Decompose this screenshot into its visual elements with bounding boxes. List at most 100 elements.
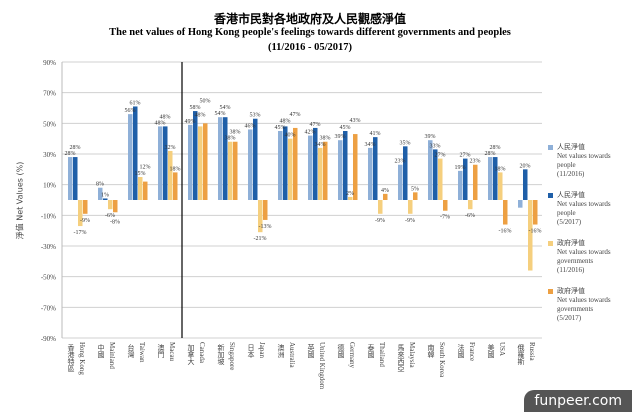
data-label: -9% (375, 218, 385, 224)
bar (193, 111, 198, 200)
bar (413, 192, 418, 200)
bar (348, 196, 353, 200)
bar (373, 137, 378, 200)
legend-name: Net values towards people (557, 200, 611, 217)
data-label: 49% (185, 119, 196, 125)
x-tick-label-en: Macau (168, 342, 176, 362)
bar (278, 131, 283, 200)
legend-item: 政府淨值 Net values towards governments (5/201… (548, 287, 627, 323)
x-tick-label-zh: 泰國 (367, 343, 375, 359)
data-label: 15% (135, 171, 146, 177)
data-label: -9% (80, 218, 90, 224)
y-tick-label: 50% (43, 120, 56, 128)
x-tick-label-zh: 英國 (307, 343, 315, 359)
data-label: -6% (105, 213, 115, 219)
data-label: 38% (320, 136, 331, 142)
bar (138, 177, 143, 200)
bar (253, 118, 258, 200)
y-tick-label: -10% (41, 212, 56, 220)
bar (218, 117, 223, 200)
bar (78, 200, 83, 227)
data-label: 54% (215, 111, 226, 117)
data-label: 23% (470, 159, 481, 165)
bar (168, 150, 173, 200)
bar (188, 124, 193, 200)
x-tick-label-en: United Kingdom (318, 342, 326, 390)
data-label: 40% (285, 133, 296, 139)
x-tick-label-en: Malaysia (408, 342, 416, 369)
legend-period: (5/2017) (557, 314, 582, 322)
bar (103, 198, 108, 200)
data-label: 27% (435, 153, 446, 159)
data-label: 23% (395, 159, 406, 165)
bar (68, 157, 73, 200)
bar (83, 200, 88, 214)
watermark: funpeer.com (524, 390, 632, 412)
y-tick-label: 10% (43, 182, 56, 190)
data-label: -16% (499, 229, 512, 235)
data-label: 28% (65, 151, 76, 157)
x-tick-label-en: Thailand (378, 342, 386, 367)
bar (503, 200, 508, 225)
y-tick-label: 70% (43, 90, 56, 98)
data-label: 47% (290, 112, 301, 118)
legend-name: Net values towards governments (557, 296, 611, 313)
data-label: 34% (365, 142, 376, 148)
x-tick-label-zh: 馬來西亞 (397, 344, 405, 372)
bar (398, 164, 403, 200)
data-label: -8% (110, 219, 120, 225)
legend-period: (11/2016) (557, 266, 585, 274)
data-label: -17% (74, 230, 87, 236)
x-tick-label-en: Canada (198, 342, 206, 364)
data-label: 35% (400, 140, 411, 146)
data-label: -6% (465, 213, 475, 219)
bar (143, 181, 148, 200)
data-label: 38% (225, 136, 236, 142)
bar (498, 172, 503, 200)
bar (283, 126, 288, 200)
bar (198, 126, 203, 200)
x-tick-label-zh: 台灣 (127, 343, 135, 359)
bar (528, 200, 533, 271)
bar (428, 140, 433, 200)
bar (533, 200, 538, 225)
x-tick-label-zh: 中國 (97, 343, 105, 359)
x-tick-label-en: Germany (348, 342, 356, 369)
data-label: 27% (460, 153, 471, 159)
chart-subtitle: (11/2016 - 05/2017) (268, 42, 352, 53)
x-tick-label-en: Hong Kong (78, 342, 86, 375)
data-label: 48% (280, 118, 291, 124)
data-label: 4% (381, 188, 389, 194)
y-tick-label: -90% (41, 335, 56, 343)
bar (378, 200, 383, 214)
data-label: 32% (165, 145, 176, 151)
data-label: 38% (230, 130, 241, 136)
bar (203, 123, 208, 200)
x-tick-label-zh: 澳門 (157, 343, 165, 359)
x-tick-label-en: Australia (288, 342, 296, 369)
bar (343, 131, 348, 200)
x-tick-label-en: USA (498, 342, 506, 356)
y-tick-label: -30% (41, 243, 56, 251)
bar (523, 169, 528, 200)
x-tick-label-en: Russia (528, 342, 536, 362)
data-label: -16% (529, 229, 542, 235)
bar (313, 127, 318, 200)
legend-name-zh: 人民淨值 (557, 191, 585, 199)
x-tick-label-en: Japan (258, 342, 266, 358)
legend-name-zh: 政府淨值 (557, 287, 585, 295)
bar (463, 158, 468, 200)
bar (173, 172, 178, 200)
x-tick-label-en: Singapore (228, 342, 236, 370)
legend-period: (11/2016) (557, 170, 585, 178)
data-label: 58% (190, 105, 201, 111)
data-label: -21% (254, 236, 267, 242)
bar (518, 200, 523, 208)
bar (133, 106, 138, 200)
bar (158, 126, 163, 200)
data-label: 39% (425, 134, 436, 140)
